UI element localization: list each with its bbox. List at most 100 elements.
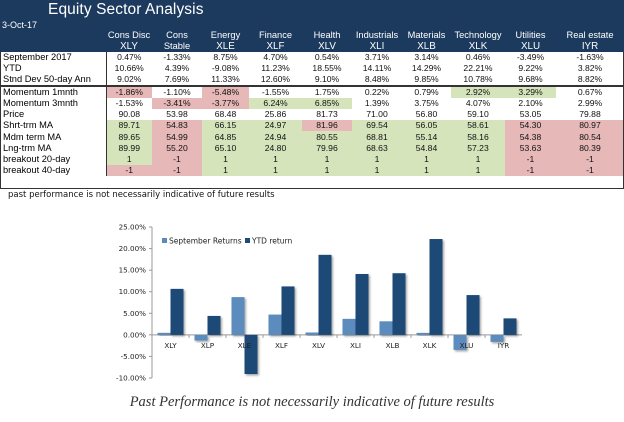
cell-xlv: 1 [302, 164, 352, 176]
cell-xlk: 4.07% [465, 98, 491, 109]
y-tick-label: 0.00% [123, 330, 146, 339]
cell-xlp: -3.41% [152, 98, 202, 110]
header-band: Equity Sector Analysis 3-Oct-17 Cons Dis… [0, 0, 624, 63]
cell-xlp: 7.69% [164, 74, 190, 85]
y-tick-label: -5.00% [121, 352, 147, 361]
cell-xlf: 24.94 [249, 131, 302, 143]
cell-xlk: 58.16 [451, 131, 505, 143]
sector-name: Real estate [566, 30, 614, 40]
disclaimer-small: past performance is not necessarily indi… [8, 190, 275, 200]
bar-ytd-xli [355, 273, 369, 335]
cell-iyr: 79.88 [579, 109, 601, 120]
cell-xlk: 57.23 [451, 142, 505, 154]
cell-xlp: -1.33% [163, 52, 191, 63]
cell-xlb: 54.84 [402, 142, 451, 154]
cell-xlb: 56.80 [415, 109, 438, 120]
column-header-xlu: Utilities XLU [505, 30, 556, 52]
column-header-xly: Cons Disc XLY [106, 30, 152, 52]
cell-xle: 8.75% [213, 52, 238, 63]
column-header-xlf: Finance XLF [249, 30, 302, 52]
metrics-grid: September 2017 0.47% -1.33% 8.75% 4.70% 0.54%… [0, 52, 624, 176]
table-row: breakout 20-day 1 -1 1 1 1 1 1 1 -1 -1 [0, 153, 624, 165]
x-tick-label: XLV [312, 341, 325, 350]
cell-xlv: 9.10% [314, 74, 340, 85]
ticker-symbol: XLK [468, 41, 488, 52]
ticker-symbol: XLU [520, 41, 541, 52]
cell-xli: 1 [352, 153, 402, 165]
bar-september-iyr [490, 334, 504, 342]
table-row: Lng-trm MA 89.99 55.20 65.10 24.80 79.96 68.63… [0, 142, 624, 154]
cell-xlu: 53.63 [505, 142, 556, 154]
returns-bar-chart: -10.00% -5.00% 0.00% 5.00% 10.00% 15.00% 20.00… [116, 223, 522, 383]
cell-xlp: 54.99 [152, 131, 202, 143]
table-row: Stnd Dev 50-day Ann 9.02% 7.69% 11.33% 12.60… [0, 74, 624, 87]
cell-xlu: -1 [505, 164, 556, 176]
cell-xlp: -1 [152, 153, 202, 165]
bar-ytd-xlp [207, 315, 221, 335]
cell-xli: 68.63 [352, 142, 402, 154]
cell-xlv: 0.54% [314, 52, 340, 63]
cell-xli: 14.11% [362, 63, 392, 74]
cell-xlu: -1 [505, 153, 556, 165]
legend-swatch [162, 238, 167, 243]
row-label: Momentum 1mnth [0, 85, 107, 99]
y-tick-label: 10.00% [119, 287, 147, 296]
cell-xlb: 9.85% [414, 74, 439, 85]
cell-xlk: 22.21% [463, 63, 493, 74]
cell-xlb: 3.14% [414, 52, 439, 63]
sector-name: Energy [210, 30, 241, 40]
row-label: breakout 40-day [0, 164, 107, 176]
cell-xly: 89.71 [106, 120, 152, 132]
cell-xli: 3.71% [364, 52, 390, 63]
bar-september-xly [157, 332, 171, 335]
cell-xlv: 6.85% [302, 98, 352, 110]
cell-iyr: 0.67% [556, 85, 624, 99]
cell-xle: 11.33% [211, 74, 240, 85]
cell-xlp: 4.39% [164, 63, 190, 74]
cell-xlv: 81.73 [316, 109, 338, 120]
cell-xlv: 79.96 [302, 142, 352, 154]
ticker-symbol: XLE [216, 41, 235, 52]
cell-iyr: 80.39 [556, 142, 624, 154]
cell-xlf: -1.55% [249, 85, 302, 99]
cell-xlu: 2.10% [518, 98, 543, 109]
ticker-symbol: XLP [167, 52, 187, 63]
cell-xlp: 53.98 [166, 109, 188, 120]
legend-item-ytd: YTD return [245, 237, 293, 246]
cell-xli: 8.48% [364, 74, 390, 85]
cell-iyr: -1.63% [576, 52, 604, 63]
cell-xly: 10.66% [114, 63, 144, 74]
cell-xlb: 1 [402, 164, 451, 176]
bar-september-xlk [416, 332, 430, 335]
bar-september-xli [342, 318, 356, 335]
cell-xly: -1 [106, 164, 152, 176]
ticker-symbol: XLI [369, 41, 385, 52]
bar-ytd-xlv [318, 254, 332, 335]
ticker-symbol: XLV [318, 41, 336, 52]
cell-xlu: 9.22% [518, 63, 543, 74]
column-header-xle: Energy XLE [202, 30, 249, 52]
cell-xlv: 1.75% [302, 85, 352, 99]
cell-xly: 1 [106, 153, 152, 165]
cell-iyr: 8.82% [577, 74, 603, 85]
cell-xly: 89.65 [106, 131, 152, 143]
cell-xle: 1 [202, 164, 249, 176]
sector-name: Utilities [515, 30, 546, 40]
table-row: September 2017 0.47% -1.33% 8.75% 4.70% 0.54%… [0, 52, 624, 64]
ticker-symbol: XLY [120, 41, 138, 52]
cell-xly: -1.86% [106, 85, 152, 99]
bar-september-xlp [194, 334, 208, 341]
cell-xlf: 1 [249, 153, 302, 165]
row-label: Mdm term MA [0, 131, 107, 143]
cell-xlv: 18.55% [312, 63, 342, 74]
sheet-date: 3-Oct-17 [2, 20, 38, 30]
cell-xlk: 58.61 [451, 120, 505, 132]
cell-xlk: 1 [451, 164, 505, 176]
ticker-symbol: XLF [266, 41, 285, 52]
sector-name: Industrials [355, 30, 399, 40]
legend-item-september: September Returns [162, 237, 242, 246]
cell-xle: 65.10 [202, 142, 249, 154]
cell-xlb: 55.14 [402, 131, 451, 143]
x-tick-label: IYR [498, 341, 510, 350]
y-tick-label: 15.00% [119, 266, 147, 275]
